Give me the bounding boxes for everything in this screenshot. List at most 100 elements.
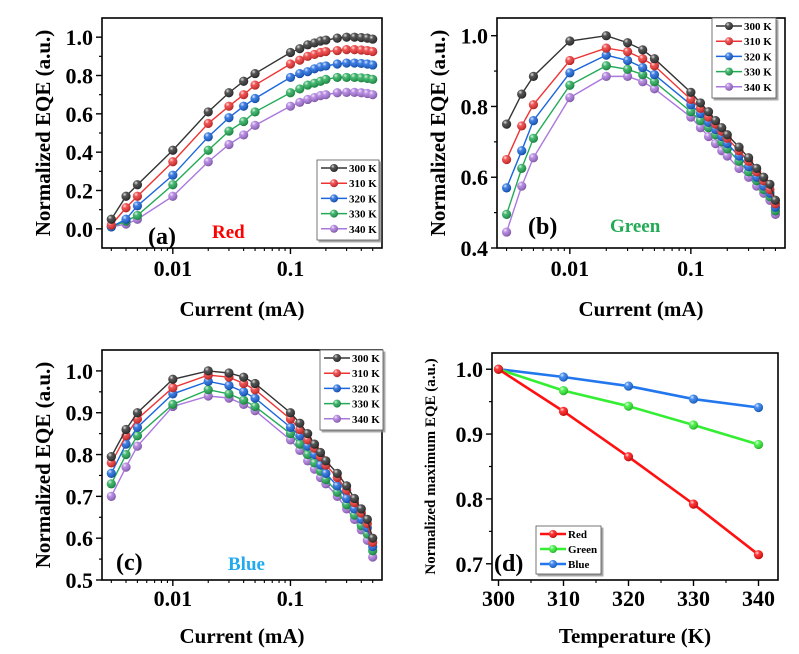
legend: 300 K 310 K 320 K 330 K 340 K xyxy=(316,159,380,241)
data-point-shine xyxy=(168,383,178,393)
data-point-shine xyxy=(303,449,313,460)
data-point-shine xyxy=(203,132,213,142)
data-point-shine xyxy=(295,439,305,449)
data-point-shine xyxy=(686,107,696,117)
data-point-shine xyxy=(501,227,512,237)
data-point-shine xyxy=(517,163,527,173)
data-point-shine xyxy=(285,59,296,69)
legend-item: 300 K xyxy=(324,353,380,365)
data-point-shine xyxy=(295,44,305,54)
data-point-shine xyxy=(168,180,178,190)
legend-marker-shine xyxy=(549,545,557,553)
data-point-shine xyxy=(753,402,764,413)
legend-label: 330 K xyxy=(744,67,772,79)
data-point-shine xyxy=(368,533,378,543)
data-point-shine xyxy=(239,130,249,140)
data-point-shine xyxy=(285,101,296,111)
data-point-shine xyxy=(121,203,131,213)
data-point-shine xyxy=(239,387,249,397)
data-point-shine xyxy=(517,89,527,99)
data-point-shine xyxy=(224,88,234,98)
legend-item: 340 K xyxy=(321,224,377,236)
data-point-shine xyxy=(752,163,762,173)
data-point-shine xyxy=(341,493,352,504)
series-300-k xyxy=(106,366,378,543)
color-label: Blue xyxy=(228,554,265,575)
y-tick-label: 0.2 xyxy=(66,179,94,204)
panel-d: 0.7 0.8 0.9 1.0 300 310 320 330 340 Temperature (… xyxy=(423,352,779,648)
x-tick-label: 320 xyxy=(612,586,645,611)
data-point-shine xyxy=(743,153,754,163)
data-point-shine xyxy=(517,181,527,191)
data-point-shine xyxy=(239,372,249,382)
y-tick-label: 0.0 xyxy=(66,217,94,242)
y-axis-title: Normalized EQE (a.u.) xyxy=(31,30,55,236)
data-point-shine xyxy=(332,59,342,69)
data-point-shine xyxy=(734,163,744,173)
legend-label: Blue xyxy=(568,559,590,571)
data-point-shine xyxy=(649,84,660,94)
data-point-shine xyxy=(239,101,249,111)
x-axis-title: Current (mA) xyxy=(180,624,305,648)
data-point-shine xyxy=(121,462,131,472)
data-point-shine xyxy=(106,452,116,462)
series-green xyxy=(493,364,764,450)
x-tick-label: 340 xyxy=(742,586,775,611)
series-320-k xyxy=(106,58,378,232)
data-point-shine xyxy=(558,406,569,416)
data-point-shine xyxy=(239,90,249,100)
data-point-shine xyxy=(501,209,512,219)
x-tick-label: 330 xyxy=(677,586,710,611)
data-point-shine xyxy=(239,76,249,86)
data-point-shine xyxy=(688,420,699,430)
data-point-shine xyxy=(332,468,342,478)
data-point-shine xyxy=(203,157,213,167)
data-point-shine xyxy=(638,45,648,55)
data-point-shine xyxy=(622,38,633,48)
data-point-shine xyxy=(203,145,213,155)
data-point-shine xyxy=(368,60,378,70)
data-point-shine xyxy=(517,121,527,131)
data-point-shine xyxy=(168,145,178,155)
data-point-shine xyxy=(517,146,527,156)
y-tick-label: 1.0 xyxy=(456,357,484,382)
data-point-shine xyxy=(703,107,714,117)
data-point-shine xyxy=(224,139,234,150)
legend-item: 320 K xyxy=(716,51,772,63)
data-point-shine xyxy=(250,80,260,90)
y-axis-title: Normalized EQE (a.u.) xyxy=(426,30,450,236)
color-label: Green xyxy=(610,216,661,237)
legend-item: 310 K xyxy=(324,368,380,380)
panel-label: (d) xyxy=(494,551,523,577)
data-point-shine xyxy=(295,418,305,428)
y-tick-label: 0.8 xyxy=(461,94,489,119)
data-point-shine xyxy=(501,119,512,129)
data-point-shine xyxy=(332,45,342,56)
data-point-shine xyxy=(695,123,706,133)
y-axis-title: Normalized EQE (a.u.) xyxy=(31,362,55,568)
data-point-shine xyxy=(349,87,360,97)
y-tick-label: 0.6 xyxy=(66,526,94,551)
y-tick-label: 0.7 xyxy=(456,552,484,577)
data-point-shine xyxy=(765,179,775,189)
data-point-shine xyxy=(168,157,178,167)
data-point-shine xyxy=(250,120,260,130)
legend-item: 320 K xyxy=(321,193,377,205)
panel-a: 0.0 0.2 0.4 0.6 0.8 1.0 0.01 0.1 Current (mA) Nor… xyxy=(31,17,383,321)
legend: Red Green Blue xyxy=(535,525,602,575)
data-point-shine xyxy=(565,93,575,103)
data-point-shine xyxy=(239,116,249,127)
data-point-shine xyxy=(686,87,696,97)
legend-label: 300 K xyxy=(349,163,377,175)
data-point-shine xyxy=(565,55,575,66)
data-point-shine xyxy=(356,504,366,514)
data-point-shine xyxy=(623,381,634,391)
data-point-shine xyxy=(309,439,320,449)
data-point-shine xyxy=(349,32,360,42)
data-point-shine xyxy=(710,116,721,126)
data-point-shine xyxy=(321,456,331,466)
legend-label: Red xyxy=(568,529,587,541)
series-300-k xyxy=(106,32,378,224)
legend-item: Green xyxy=(540,544,597,556)
